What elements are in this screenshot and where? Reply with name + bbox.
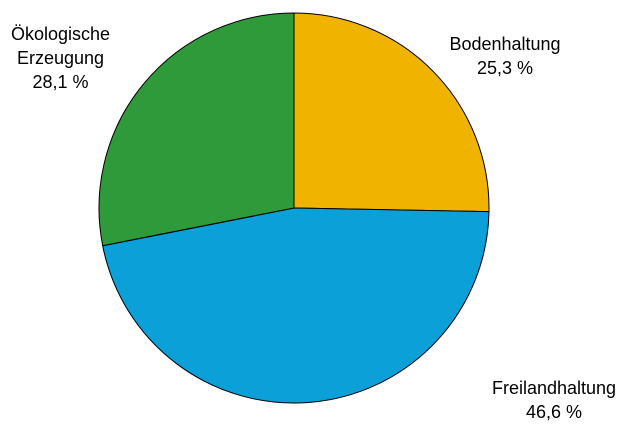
slice-label-bodenhaltung: Bodenhaltung 25,3 % — [430, 32, 580, 80]
slice-name-oekologische-line1: Ökologische — [10, 24, 111, 44]
pie-slice-freilandhaltung — [102, 207, 490, 404]
pie-slice-bodenhaltung — [293, 12, 490, 213]
slice-label-oekologische-erzeugung: Ökologische Erzeugung 28,1 % — [0, 22, 123, 94]
slice-value-freilandhaltung: 46,6 % — [525, 402, 583, 422]
slice-label-freilandhaltung: Freilandhaltung 46,6 % — [474, 376, 634, 424]
slice-name-bodenhaltung: Bodenhaltung — [449, 34, 561, 54]
pie-slice-oekologische-erzeugung — [98, 12, 295, 247]
slice-value-oekologische: 28,1 % — [32, 72, 89, 92]
slice-name-freilandhaltung: Freilandhaltung — [491, 378, 617, 398]
slice-name-oekologische-line2: Erzeugung — [16, 48, 105, 68]
slice-value-bodenhaltung: 25,3 % — [476, 58, 534, 78]
